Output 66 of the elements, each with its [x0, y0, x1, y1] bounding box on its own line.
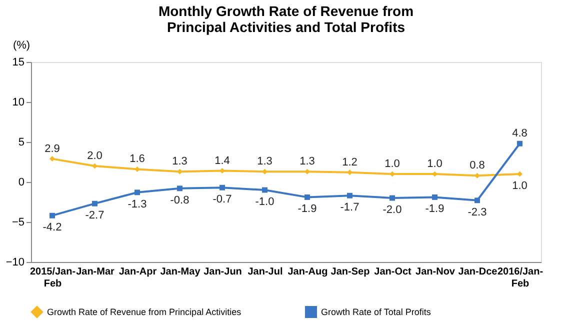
y-tick-label: 0: [18, 176, 24, 188]
x-tick-label: Jan-Oct: [374, 266, 412, 278]
point: [220, 168, 225, 174]
data-label: 1.2: [342, 156, 358, 168]
data-label: -2.0: [382, 204, 402, 216]
data-label: 2.9: [44, 142, 60, 155]
legend-label: Growth Rate of Total Profits: [321, 307, 432, 317]
data-label: 1.6: [130, 153, 145, 166]
data-label: -1.3: [128, 198, 147, 210]
y-tick-label: 15: [12, 56, 24, 68]
y-axis-title: (%): [12, 40, 30, 52]
data-label: 0.8: [470, 160, 485, 172]
x-tick-label: Jan-Sep: [330, 266, 370, 278]
x-tick-label: Jan-Apr: [118, 266, 157, 278]
y-tick-label: −10: [6, 256, 24, 268]
point: [50, 156, 55, 162]
x-tick-label: Jan-Aug: [288, 266, 328, 278]
point: [92, 200, 98, 206]
legend-label: Growth Rate of Revenue from Principal Activities: [47, 307, 242, 317]
point: [134, 190, 140, 196]
y-tick-label: 10: [12, 96, 24, 108]
point: [134, 166, 140, 172]
y-tick-label: 5: [18, 136, 24, 148]
x-tick-label: 2016/Jan-Feb: [497, 266, 544, 290]
data-label: -2.7: [85, 210, 104, 222]
point: [432, 194, 438, 200]
data-label: -1.9: [425, 203, 444, 216]
data-label: 1.0: [512, 180, 528, 192]
point: [347, 192, 352, 198]
point: [220, 184, 225, 190]
data-label: 2.0: [87, 150, 102, 162]
chart-title: Monthly Growth Rate of Revenue from Principal Activities and Total Profits: [158, 3, 414, 35]
point: [262, 168, 268, 174]
point: [474, 198, 480, 204]
data-label: 1.0: [427, 158, 442, 170]
x-tick-label: Jan-Dce: [458, 266, 498, 278]
x-tick-label: Jan-Jun: [204, 266, 242, 278]
data-label: -1.9: [298, 203, 317, 216]
data-label: -4.2: [42, 222, 62, 234]
point: [304, 168, 310, 174]
point: [262, 187, 268, 193]
point: [390, 195, 395, 201]
x-tick-label: Jan-Nov: [416, 266, 456, 278]
data-label: 4.8: [512, 128, 528, 140]
x-tick-label: Jan-May: [160, 266, 201, 278]
point: [347, 170, 352, 176]
y-tick-label: −5: [12, 216, 24, 228]
point: [474, 172, 480, 178]
data-label: -0.8: [170, 194, 190, 206]
data-label: 1.3: [257, 156, 272, 168]
point: [177, 168, 182, 174]
data-label: 1.3: [172, 156, 188, 168]
point: [50, 212, 55, 218]
point: [517, 140, 522, 146]
x-tick-label: Jan-Jul: [248, 266, 283, 278]
x-tick-label: 2015/Jan-Feb: [30, 266, 76, 290]
point: [304, 194, 310, 200]
data-label: 1.3: [300, 156, 315, 168]
data-label: -2.3: [468, 206, 487, 218]
data-label: -1.0: [255, 196, 274, 208]
data-label: 1.0: [384, 158, 400, 170]
data-label: 1.4: [214, 154, 230, 167]
data-label: -0.7: [212, 194, 232, 206]
point: [177, 186, 182, 192]
data-label: -1.7: [340, 202, 360, 214]
x-tick-label: Jan-Mar: [76, 266, 115, 278]
